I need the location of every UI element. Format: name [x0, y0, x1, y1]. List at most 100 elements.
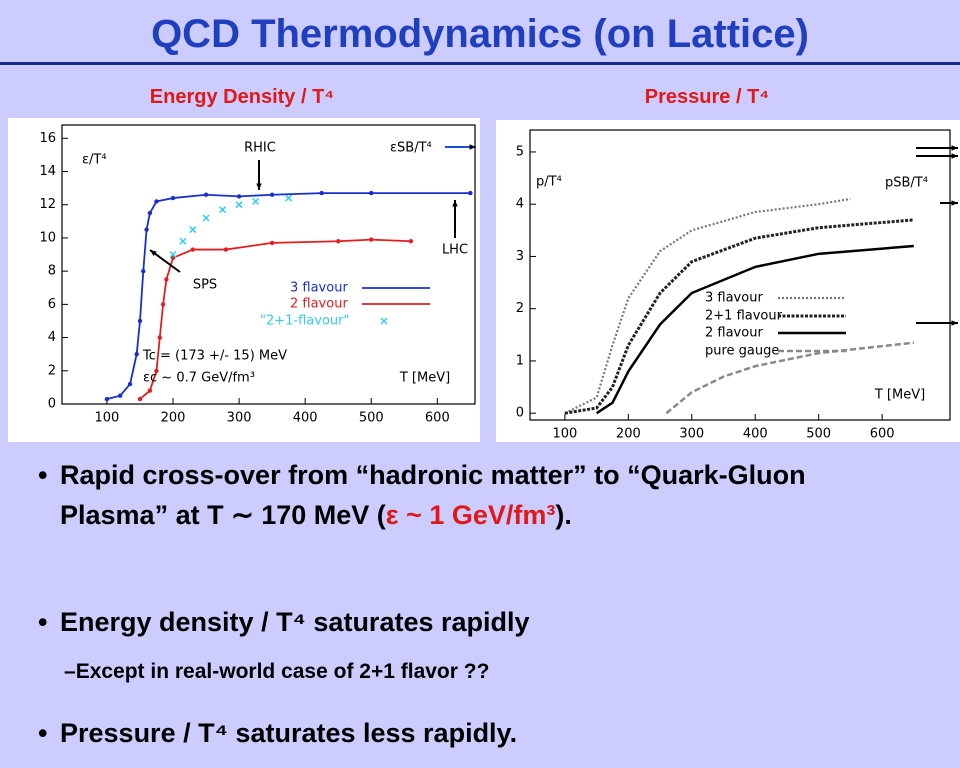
data-point	[117, 393, 123, 398]
chart-title: Pressure / T⁴	[644, 86, 770, 108]
x-tick-label: 200	[161, 411, 186, 426]
bullet: • Rapid cross-over from “hadronic matter”…	[38, 460, 806, 530]
bullet-text: Energy density / T⁴ saturates rapidly	[60, 607, 530, 637]
data-point	[154, 368, 159, 373]
data-point	[137, 318, 143, 324]
annotation: T [MeV]	[874, 388, 925, 403]
data-point	[235, 201, 243, 209]
data-point	[252, 197, 260, 205]
y-tick-label: 0	[516, 406, 524, 421]
sub-bullet: –Except in real-world case of 2+1 flavor…	[64, 660, 490, 683]
legend-label: 2+1 flavour	[705, 309, 783, 324]
x-tick-label: 200	[616, 427, 641, 442]
data-point	[141, 268, 146, 274]
arrow-head	[452, 200, 458, 207]
annotation: εSB/T⁴	[390, 141, 432, 156]
chart: 100 200 300 400 500 600 0 2 4 6 8 10 12 14 16 3 flavour…	[8, 118, 480, 442]
data-point	[157, 335, 162, 340]
arrow-head	[951, 153, 958, 159]
y-tick-label: 2	[516, 301, 524, 316]
x-tick-label: 500	[359, 411, 384, 426]
annotation: T [MeV]	[399, 371, 450, 386]
data-point	[144, 227, 149, 232]
data-point	[164, 277, 169, 282]
arrow-head	[150, 250, 157, 257]
y-tick-label: 10	[39, 230, 56, 245]
data-point	[170, 255, 176, 261]
series-line	[595, 244, 914, 415]
annotation: pSB/T⁴	[885, 176, 928, 191]
y-tick-label: 4	[516, 197, 524, 212]
y-tick-label: 1	[516, 353, 524, 368]
data-point	[127, 381, 133, 387]
data-point	[202, 214, 210, 222]
arrow-head	[256, 183, 262, 190]
bullet: • Energy density / T⁴ saturates rapidly	[38, 602, 898, 642]
bullet-text: Pressure / T⁴ saturates less rapidly.	[60, 718, 518, 748]
x-tick-label: 400	[743, 427, 768, 442]
data-point	[104, 396, 110, 402]
data-point	[408, 239, 414, 244]
annotation: p/T⁴	[536, 175, 562, 190]
legend-label: 3 flavour	[705, 291, 763, 306]
data-point	[319, 190, 324, 196]
series-line	[564, 218, 914, 415]
slide-title: QCD Thermodynamics (on Lattice)	[151, 12, 809, 56]
y-tick-label: 12	[39, 197, 56, 212]
data-point	[269, 240, 275, 246]
annotation: LHC	[442, 243, 468, 258]
plot-frame	[529, 129, 951, 421]
data-point	[179, 237, 187, 245]
x-tick-label: 500	[806, 427, 831, 442]
chart: 100 200 300 400 500 600 0 1 2 3 4 5 3 flavour 2+1 fla…	[496, 120, 960, 442]
data-point	[219, 206, 227, 214]
y-tick-label: 3	[516, 249, 524, 264]
data-point	[170, 195, 176, 201]
bullet-text: Rapid cross-over from “hadronic matter” …	[60, 460, 806, 530]
annotation: SPS	[193, 278, 217, 293]
data-point	[369, 237, 374, 242]
x-tick-label: 400	[293, 411, 318, 426]
y-tick-label: 14	[39, 164, 56, 179]
annotation: εc ~ 0.7 GeV/fm³	[143, 371, 255, 386]
arrow-head	[469, 144, 476, 150]
y-tick-label: 6	[48, 297, 56, 312]
plot-frame	[61, 124, 476, 405]
y-tick-label: 4	[48, 330, 56, 345]
annotation: ε/T⁴	[82, 153, 107, 168]
y-tick-label: 0	[48, 397, 56, 412]
sub-bullet-text: Except in real-world case of 2+1 flavor …	[75, 660, 490, 683]
x-tick-label: 600	[870, 427, 895, 442]
data-point	[269, 192, 275, 197]
series-line	[564, 197, 851, 415]
x-tick-label: 600	[425, 411, 450, 426]
data-point	[134, 351, 139, 357]
data-point	[169, 251, 177, 259]
data-point	[336, 239, 341, 244]
chart-title: Energy Density / T⁴	[149, 86, 335, 108]
legend-swatch	[380, 317, 388, 325]
series-line	[106, 192, 471, 400]
legend-label: "2+1-flavour"	[260, 314, 349, 329]
x-tick-label: 300	[227, 411, 252, 426]
data-point	[154, 199, 159, 204]
arrow-head	[951, 320, 958, 326]
bullet-text: ).	[555, 500, 572, 530]
arrow-head	[951, 200, 958, 206]
data-point	[190, 247, 196, 252]
data-point	[189, 226, 197, 234]
legend-label: pure gauge	[705, 344, 779, 359]
data-point	[137, 396, 143, 402]
y-tick-label: 8	[48, 264, 56, 279]
legend-label: 2 flavour	[290, 297, 348, 312]
data-point	[203, 192, 209, 197]
data-point	[369, 190, 374, 196]
y-tick-label: 2	[48, 363, 56, 378]
x-tick-label: 100	[552, 427, 577, 442]
series-line	[665, 341, 914, 415]
data-point	[468, 190, 473, 196]
annotation: RHIC	[244, 141, 276, 156]
y-tick-label: 5	[516, 144, 524, 159]
y-tick-label: 16	[39, 131, 56, 146]
